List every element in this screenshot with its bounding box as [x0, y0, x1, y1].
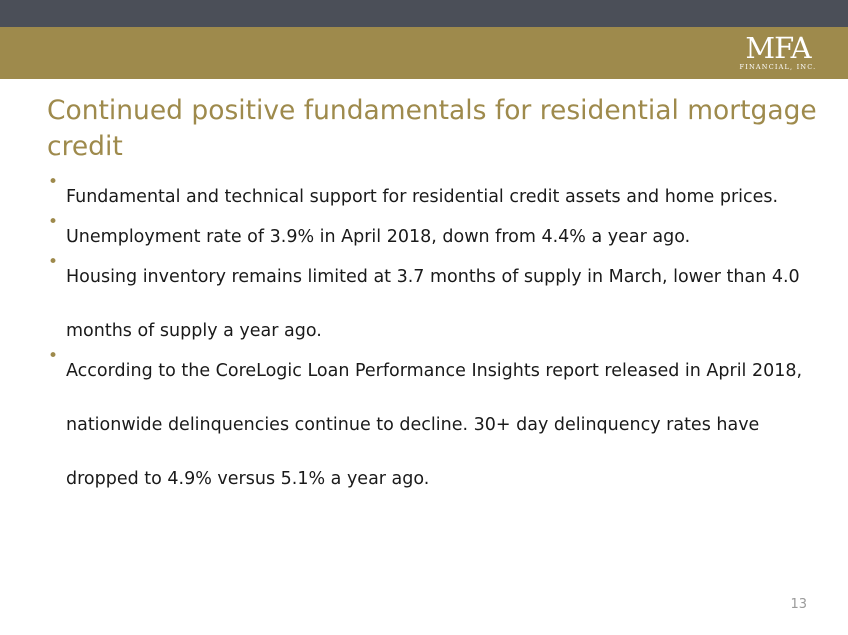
bullet-icon: • [48, 252, 59, 272]
bullet-text: According to the CoreLogic Loan Performa… [66, 361, 803, 489]
header-band [0, 27, 848, 79]
top-bar [0, 0, 848, 27]
company-logo: MFA FINANCIAL, INC. [726, 33, 830, 73]
bullet-text: Fundamental and technical support for re… [66, 187, 779, 207]
bullet-item: • Fundamental and technical support for … [48, 170, 818, 224]
bullet-item: • According to the CoreLogic Loan Perfor… [48, 344, 818, 506]
bullet-text: Housing inventory remains limited at 3.7… [66, 267, 800, 341]
page-number: 13 [790, 597, 807, 612]
bullet-icon: • [48, 212, 59, 232]
bullet-item: • Unemployment rate of 3.9% in April 201… [48, 210, 818, 264]
bullet-icon: • [48, 346, 59, 366]
bullet-icon: • [48, 172, 59, 192]
bullet-item: • Housing inventory remains limited at 3… [48, 250, 818, 358]
bullet-text: Unemployment rate of 3.9% in April 2018,… [66, 227, 691, 247]
logo-mark: MFA [745, 31, 811, 65]
bullet-list: • Fundamental and technical support for … [48, 172, 818, 507]
slide-title: Continued positive fundamentals for resi… [47, 95, 817, 162]
logo-subtext: FINANCIAL, INC. [739, 63, 817, 71]
